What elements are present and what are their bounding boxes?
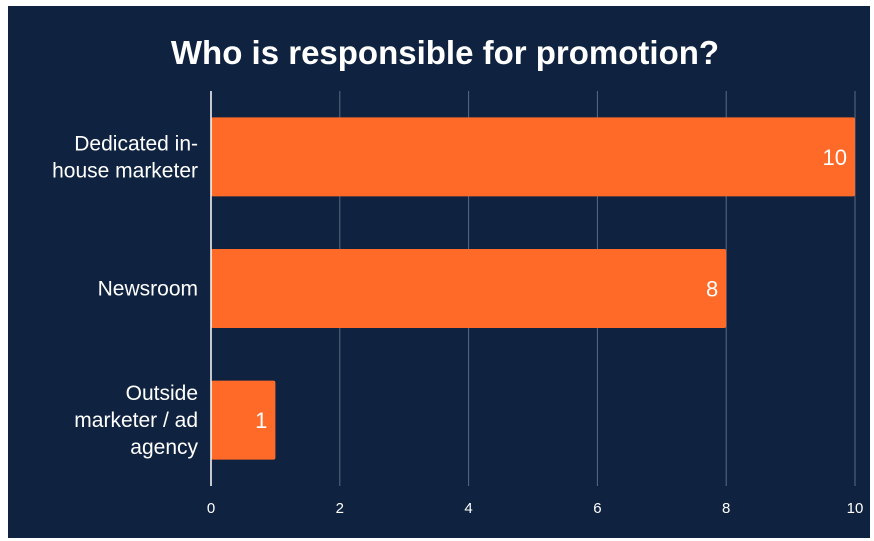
x-tick-label-2: 2 bbox=[336, 500, 344, 517]
data-label-2: 1 bbox=[255, 408, 267, 433]
x-tick-label-10: 10 bbox=[847, 500, 864, 517]
x-tick-label-6: 6 bbox=[593, 500, 601, 517]
category-label-1: Newsroom bbox=[98, 278, 198, 301]
data-label-0: 10 bbox=[823, 145, 847, 170]
chart-container: Who is responsible for promotion? Dedica… bbox=[8, 6, 870, 538]
category-label-2: Outside marketer / ad agency bbox=[74, 382, 198, 459]
data-labels: 10 8 1 bbox=[255, 145, 847, 433]
bar-2 bbox=[211, 380, 276, 460]
data-label-1: 8 bbox=[706, 277, 718, 302]
category-labels: Dedicated in-house marketer Newsroom Outsi… bbox=[52, 132, 198, 459]
bar-0 bbox=[211, 117, 855, 197]
x-tick-label-4: 4 bbox=[464, 500, 472, 517]
category-label-0: Dedicated in-house marketer bbox=[52, 132, 198, 182]
bar-1 bbox=[211, 249, 727, 328]
x-tick-label-0: 0 bbox=[207, 500, 215, 517]
chart-title: Who is responsible for promotion? bbox=[171, 34, 719, 71]
x-tick-labels: 0 2 4 6 8 10 bbox=[207, 500, 864, 517]
bar-chart: Who is responsible for promotion? Dedica… bbox=[52, 34, 864, 517]
x-tick-label-8: 8 bbox=[722, 500, 730, 517]
bars bbox=[211, 117, 855, 460]
